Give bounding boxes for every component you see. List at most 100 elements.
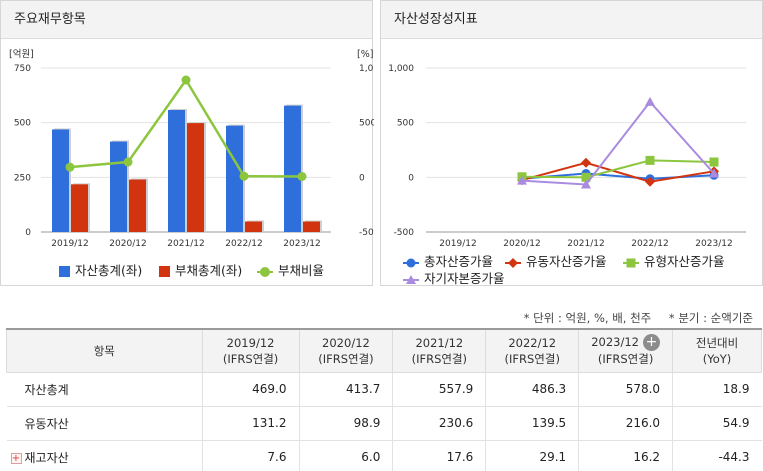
- cell-value: 216.0: [578, 406, 673, 441]
- debt-ratio-point: [297, 171, 307, 181]
- y2-tick-label: 1,000: [359, 64, 374, 74]
- y-tick-label: 0: [408, 173, 414, 183]
- row-label: 자산총계: [6, 372, 203, 407]
- legend-label: 자산총계(좌): [75, 263, 143, 278]
- debt-ratio-point: [123, 157, 133, 167]
- y-tick-label: 500: [397, 119, 414, 129]
- x-tick-label: 2020/12: [503, 239, 540, 249]
- cell-value: 578.0: [578, 372, 673, 407]
- legend-label: 유동자산증가율: [526, 254, 607, 269]
- x-tick-label: 2022/12: [225, 239, 262, 249]
- legend-marker: [406, 258, 416, 267]
- series-point: [645, 176, 655, 187]
- header-2023: 2023/12 + (IFRS연결): [578, 328, 674, 373]
- series-point: [709, 157, 719, 167]
- cell-value: 7.6: [201, 440, 299, 471]
- legend-label: 유형자산증가율: [644, 254, 725, 269]
- asset-growth-panel: 자산성장성지표 -500 0 500 1,000 2019/12 2020/12 2021/…: [380, 0, 763, 286]
- legend-circle-icon: [403, 258, 419, 267]
- series-line: [521, 159, 715, 179]
- series-point: [645, 96, 655, 106]
- header-yoy: 전년대비 (YoY): [672, 328, 762, 373]
- left-axis-unit: [억원]: [9, 48, 34, 60]
- period-note: * 분기 : 순액기준: [668, 311, 753, 325]
- series-line: [521, 100, 715, 186]
- financial-table: 항목 2019/12 (IFRS연결) 2020/12 (IFRS연결) 2021/…: [6, 328, 762, 471]
- table-row: 유동자산 131.2 98.9 230.6 139.5 216.0 54.9: [6, 406, 762, 441]
- y-tick-label: 250: [14, 173, 31, 183]
- legend-marker: [508, 257, 518, 268]
- cell-value: 139.5: [485, 406, 579, 441]
- x-tick-label: 2021/12: [567, 239, 604, 249]
- bar-total-assets: [284, 105, 301, 232]
- legend-label: 부채총계(좌): [175, 263, 243, 278]
- legend-label: 총자산증가율: [424, 254, 494, 269]
- legend-marker: [626, 258, 636, 267]
- series-point: [645, 155, 655, 165]
- bar-total-assets: [168, 110, 185, 232]
- cell-value: 17.6: [392, 440, 486, 471]
- cell-value: 6.0: [298, 440, 393, 471]
- cell-value: 98.9: [298, 406, 393, 441]
- bar-total-liabilities: [187, 123, 204, 232]
- x-tick-label: 2019/12: [51, 239, 88, 249]
- legend-square-icon: [59, 266, 70, 277]
- y-tick-label: 500: [14, 119, 31, 129]
- series-point: [517, 175, 527, 185]
- bar-total-liabilities: [245, 221, 262, 232]
- bar-total-assets: [110, 141, 127, 232]
- key-financials-title: 주요재무항목: [1, 1, 372, 39]
- debt-ratio-point: [65, 162, 75, 172]
- y-tick-label: 1,000: [388, 64, 414, 74]
- header-2020: 2020/12 (IFRS연결): [298, 328, 394, 373]
- legend-item[interactable]: 자산총계(좌): [59, 260, 142, 279]
- x-tick-label: 2022/12: [631, 239, 668, 249]
- header-2019: 2019/12 (IFRS연결): [201, 328, 300, 373]
- legend-item[interactable]: 총자산증가율: [403, 251, 493, 270]
- expand-plus-icon[interactable]: +: [10, 452, 22, 464]
- y2-tick-label: 500: [359, 119, 374, 129]
- cell-value: 29.1: [485, 440, 579, 471]
- unit-note: * 단위 : 억원, %, 배, 천주: [523, 311, 652, 325]
- plus-circle-icon[interactable]: +: [643, 334, 660, 352]
- y2-tick-label: 0: [359, 173, 365, 183]
- cell-yoy: 18.9: [672, 372, 762, 407]
- legend-item[interactable]: 부채총계(좌): [159, 260, 242, 279]
- bar-total-liabilities: [303, 221, 320, 232]
- legend-item[interactable]: 자기자본증가율: [403, 268, 505, 287]
- y-tick-label: 0: [25, 228, 31, 238]
- cell-value: 16.2: [578, 440, 673, 471]
- legend-item[interactable]: 유형자산증가율: [623, 251, 725, 270]
- y-tick-label: 750: [14, 64, 31, 74]
- table-row: + 재고자산 7.6 6.0 17.6 29.1 16.2 -44.3: [6, 440, 762, 471]
- asset-growth-title: 자산성장성지표: [381, 1, 762, 39]
- key-financials-panel: 주요재무항목 [억원] [%] 0 250 500 750 -500 0 500 1,000 201…: [0, 0, 374, 286]
- cell-value: 469.0: [201, 372, 299, 407]
- legend-square-icon: [623, 258, 639, 267]
- series-line: [521, 161, 715, 183]
- legend-item[interactable]: 부채비율: [257, 260, 324, 279]
- debt-ratio-point: [239, 171, 249, 181]
- bar-total-liabilities: [71, 184, 88, 232]
- cell-value: 230.6: [392, 406, 486, 441]
- x-tick-label: 2019/12: [439, 239, 476, 249]
- legend-item[interactable]: 유동자산증가율: [505, 251, 607, 270]
- y2-tick-label: -500: [359, 228, 374, 238]
- legend-label: 부채비율: [278, 263, 325, 278]
- asset-growth-chart: -500 0 500 1,000 2019/12 2020/12 2021/12 2022/1…: [388, 64, 746, 249]
- legend-diamond-icon: [505, 257, 521, 268]
- table-row: 자산총계 469.0 413.7 557.9 486.3 578.0 18.9: [6, 372, 762, 407]
- row-label-expandable[interactable]: + 재고자산: [6, 440, 203, 471]
- series-point: [581, 179, 591, 189]
- legend-triangle-icon: [403, 274, 419, 284]
- table-header-row: 항목 2019/12 (IFRS연결) 2020/12 (IFRS연결) 2021/…: [6, 328, 762, 373]
- legend-circle-icon: [257, 266, 273, 277]
- header-item: 항목: [6, 328, 203, 373]
- bar-total-liabilities: [129, 179, 146, 232]
- cell-value: 131.2: [201, 406, 299, 441]
- cell-value: 413.7: [298, 372, 393, 407]
- cell-value: 557.9: [392, 372, 486, 407]
- header-2021: 2021/12 (IFRS연결): [392, 328, 487, 373]
- series-point: [581, 172, 591, 182]
- header-2022: 2022/12 (IFRS연결): [485, 328, 580, 373]
